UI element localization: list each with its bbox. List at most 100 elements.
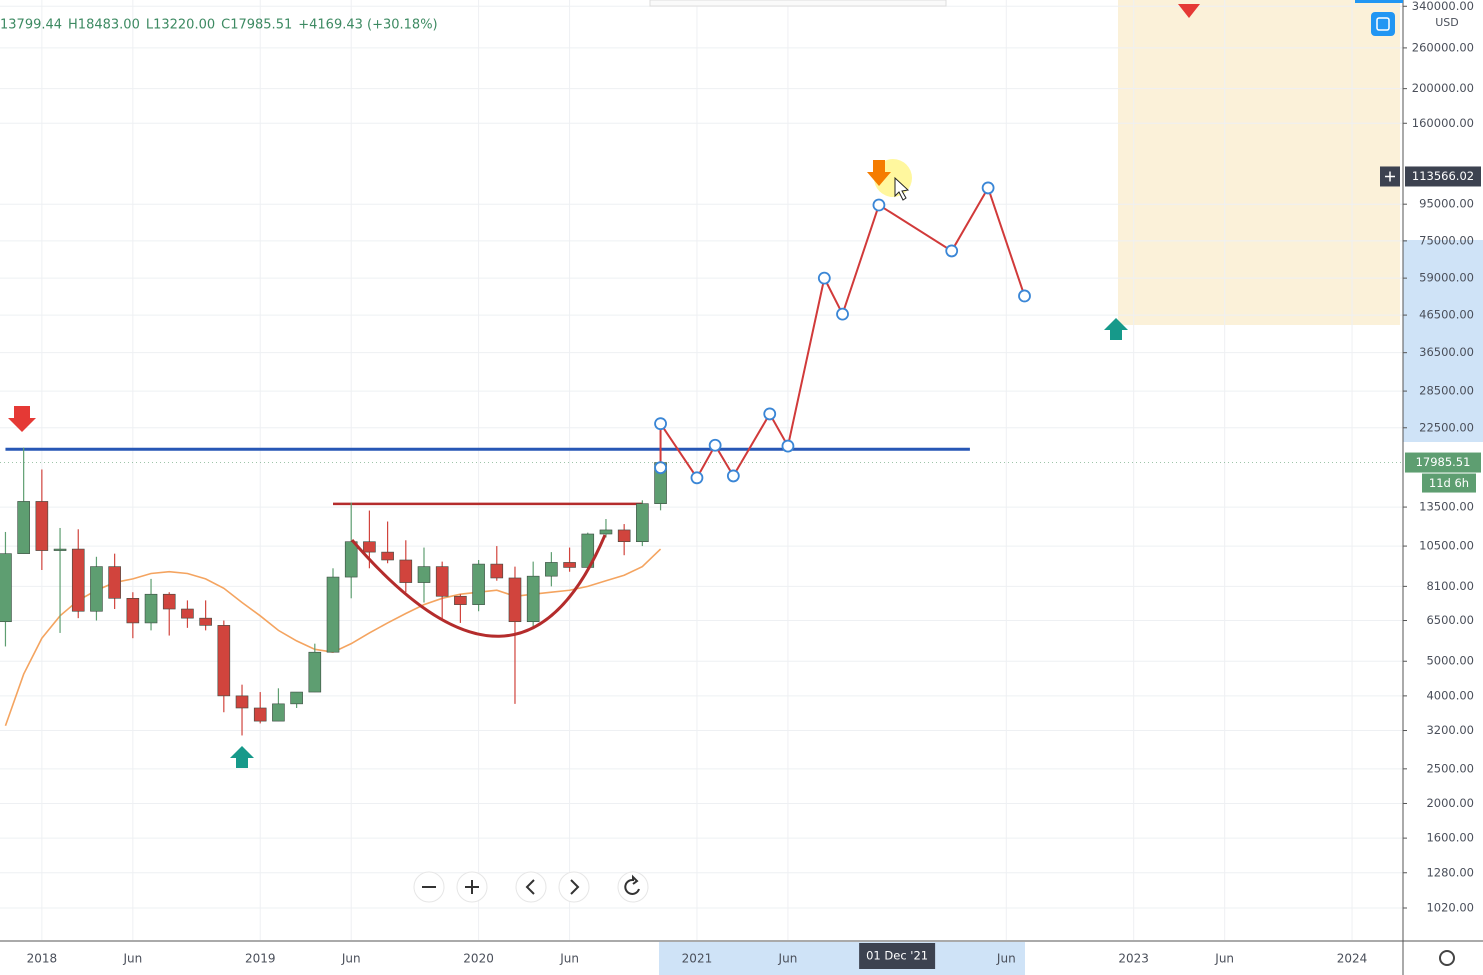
x-tick-label: Jun [341, 952, 361, 966]
x-tick-label: 2020 [463, 952, 494, 966]
y-tick-label: 200000.00 [1412, 81, 1474, 95]
projection-point [981, 181, 995, 195]
projection-line [659, 185, 1026, 480]
x-tick-label: 2019 [245, 952, 276, 966]
x-tick-label: 01 Dec '21 [866, 949, 928, 963]
candle-body [399, 559, 413, 583]
legend-value: C17985.51 [221, 18, 292, 33]
candle [90, 556, 103, 621]
scale-icon [1376, 17, 1390, 31]
y-tick-label: 46500.00 [1419, 308, 1474, 322]
candle [399, 540, 413, 593]
candle [290, 691, 303, 708]
price-label-box [1405, 452, 1481, 473]
sell-arrow [1178, 4, 1200, 18]
y-tick-label: 95000.00 [1419, 197, 1474, 211]
icon [624, 874, 640, 895]
candle [454, 594, 467, 623]
candle [181, 600, 194, 628]
legend-value: L13220.00 [146, 18, 215, 33]
scroll-right-button[interactable] [558, 871, 590, 903]
projection-point [726, 469, 740, 483]
y-tick-label: 22500.00 [1419, 420, 1474, 434]
buy-arrow [1104, 318, 1128, 340]
currency: USD [1435, 16, 1459, 29]
buy-arrow [230, 746, 254, 768]
icon [570, 879, 580, 895]
x-tick-label: Jun [122, 952, 142, 966]
y-tick-label: 340000.00 [1412, 0, 1474, 13]
candle-body [290, 691, 303, 705]
y-tick-label: 160000.00 [1412, 116, 1474, 130]
time-range-highlight [659, 942, 1025, 975]
projection-point [945, 244, 959, 258]
candle [326, 568, 340, 653]
candle [472, 559, 485, 612]
price-label: 113566.02 [1412, 169, 1474, 183]
candle-body [563, 562, 576, 568]
y-tick-label: 1020.00 [1426, 901, 1474, 915]
price-label-box [1405, 166, 1481, 187]
candle [435, 561, 449, 621]
candle [599, 519, 613, 538]
legend-value: 13799.44 [0, 18, 62, 33]
reset-button[interactable] [617, 871, 649, 903]
x-tick-label: Jun [559, 952, 579, 966]
candle [217, 620, 231, 713]
candle-body [545, 562, 558, 577]
candle-body [53, 548, 67, 551]
y-tick-label: 75000.00 [1419, 233, 1474, 247]
candle-body [363, 541, 376, 553]
candle-body [490, 563, 504, 579]
cup-curve [350, 534, 607, 638]
candle [71, 529, 85, 619]
candle-body [0, 553, 12, 623]
x-tick-label: Jun [778, 952, 798, 966]
y-tick-label: 13500.00 [1419, 500, 1474, 514]
y-tick-label: 260000.00 [1412, 40, 1474, 54]
y-tick-label: 59000.00 [1419, 271, 1474, 285]
toolbar-edge [649, 0, 947, 7]
candle-body [217, 625, 231, 697]
candle [490, 546, 504, 581]
scroll-left-button[interactable] [515, 871, 547, 903]
candle [235, 684, 249, 736]
candle [617, 524, 631, 556]
candle [417, 547, 431, 603]
candle-body [326, 576, 340, 653]
candle [17, 447, 30, 554]
y-tick-label: 5000.00 [1426, 654, 1474, 668]
legend-value: +4169.43 (+30.18%) [298, 18, 437, 33]
y-tick-label: 1280.00 [1426, 865, 1474, 879]
candle-body [17, 501, 30, 554]
x-tick-label: Jun [996, 952, 1016, 966]
candle [272, 688, 285, 722]
candle [108, 553, 121, 610]
projection-point [872, 198, 886, 212]
candle-body [71, 548, 85, 612]
mouse-cursor [894, 176, 910, 201]
candle-body [235, 695, 249, 709]
candle [0, 531, 12, 647]
candle-body [454, 595, 467, 605]
projection-point [817, 271, 831, 285]
scale-button[interactable] [1371, 12, 1395, 36]
sell-arrow [8, 406, 36, 432]
x-tick-label: Jun [1214, 952, 1234, 966]
candle-body [162, 593, 176, 610]
settings-button[interactable] [1439, 950, 1455, 966]
candle [253, 692, 267, 724]
candle [381, 521, 394, 564]
candle [53, 527, 67, 633]
candle [344, 502, 358, 599]
candle [199, 600, 212, 631]
projection-point [836, 307, 849, 321]
target-zone [1118, 0, 1400, 325]
y-tick-label: 8100.00 [1426, 579, 1474, 593]
y-tick-label: 10500.00 [1419, 539, 1474, 553]
projection-point [1018, 289, 1031, 303]
candle-body [35, 501, 49, 551]
legend-header: 13799.44 H18483.00 L13220.00 C17985.51 +4169… [0, 18, 438, 33]
